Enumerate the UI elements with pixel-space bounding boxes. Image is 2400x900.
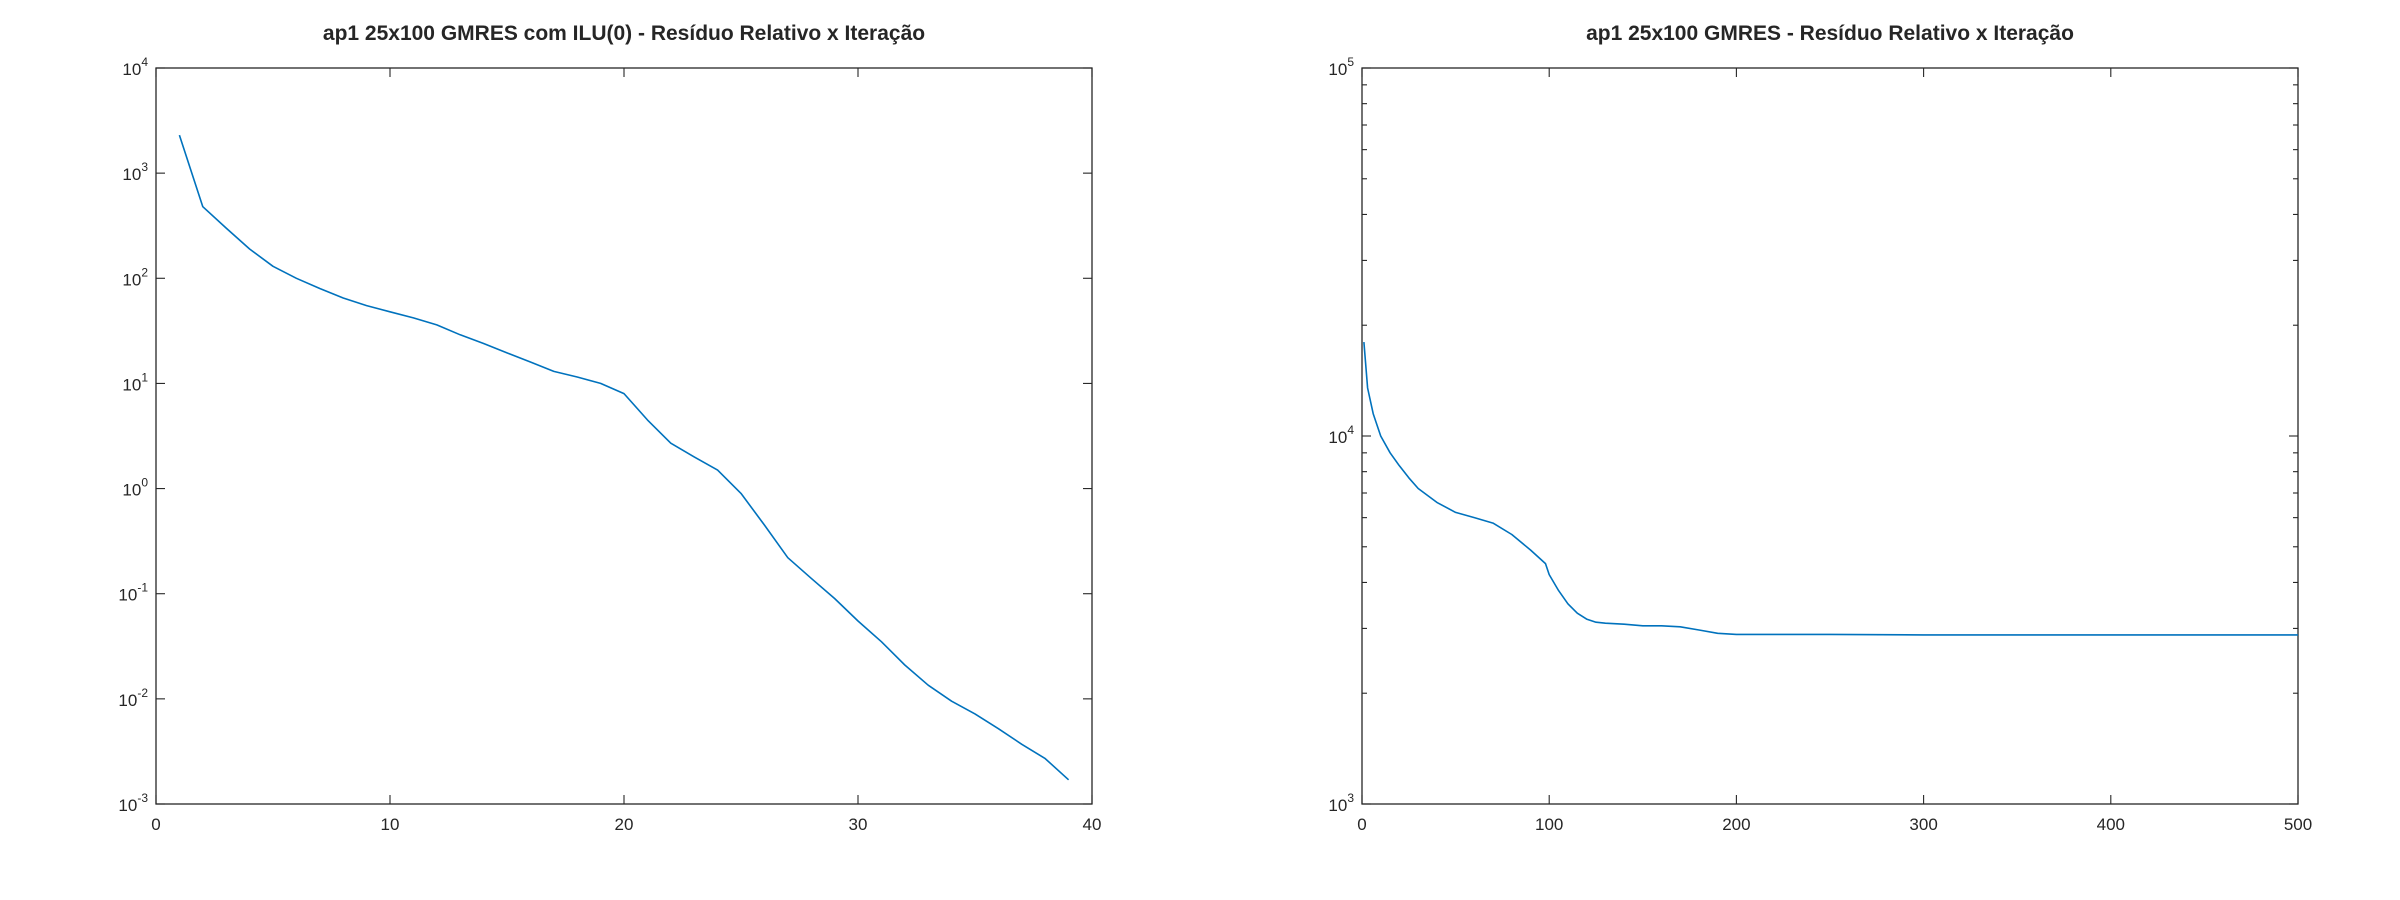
- left-ytick-label: 104: [122, 55, 148, 79]
- right-plot-gmres: ap1 25x100 GMRES - Resíduo Relativo x It…: [1328, 22, 2312, 834]
- left-xtick-label: 30: [849, 815, 868, 834]
- left-ytick-label: 100: [122, 476, 148, 500]
- right-xtick-label: 0: [1357, 815, 1366, 834]
- right-xtick-label: 200: [1722, 815, 1750, 834]
- left-ytick-label: 10-1: [118, 581, 148, 605]
- right-xtick-label: 300: [1909, 815, 1937, 834]
- left-plot-ilu: ap1 25x100 GMRES com ILU(0) - Resíduo Re…: [118, 22, 1101, 834]
- right-ytick-label: 105: [1328, 55, 1354, 79]
- right-plot-residual-line: [1363, 342, 2298, 636]
- left-xtick-label: 40: [1083, 815, 1102, 834]
- right-plot-ticks: 0 100 200 300 400 500 103 104 105: [1328, 55, 2312, 834]
- left-xtick-label: 20: [615, 815, 634, 834]
- right-plot-title: ap1 25x100 GMRES - Resíduo Relativo x It…: [1586, 22, 2074, 45]
- left-ytick-label: 10-2: [118, 686, 148, 710]
- right-xtick-label: 400: [2097, 815, 2125, 834]
- left-xtick-label: 0: [151, 815, 160, 834]
- left-plot-ticks: 0 10 20 30 40 10-3 10-2 10-1 100 101 102 103 104: [118, 55, 1101, 834]
- left-ytick-label: 102: [122, 265, 148, 289]
- left-plot-title: ap1 25x100 GMRES com ILU(0) - Resíduo Re…: [323, 22, 925, 45]
- right-xtick-label: 500: [2284, 815, 2312, 834]
- left-ytick-label: 103: [122, 160, 148, 184]
- right-xtick-label: 100: [1535, 815, 1563, 834]
- right-ytick-label: 103: [1328, 791, 1354, 815]
- right-ytick-label: 104: [1328, 423, 1354, 447]
- left-plot-residual-line: [178, 134, 1070, 781]
- left-ytick-label: 10-3: [118, 791, 148, 815]
- left-ytick-label: 101: [122, 370, 148, 394]
- left-xtick-label: 10: [381, 815, 400, 834]
